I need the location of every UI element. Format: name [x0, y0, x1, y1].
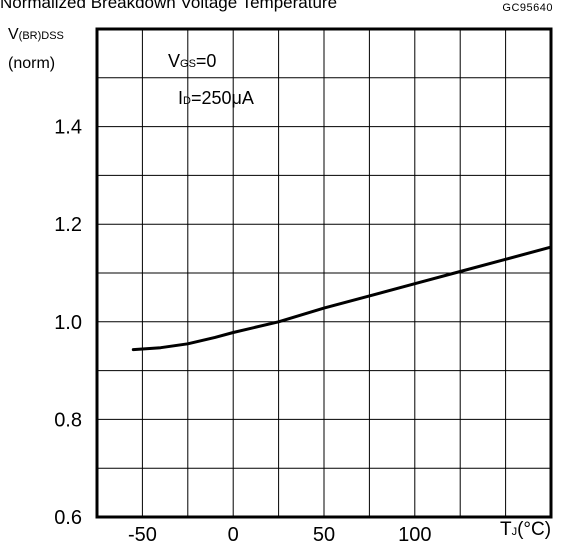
tick-labels: 0.6 0.8 1.0 1.2 1.4 -50 0 50 100	[54, 117, 431, 546]
chart-title: Normalized Breakdown Voltage Temperature	[0, 0, 338, 12]
x-axis-label: TJ(°C)	[500, 519, 551, 541]
y-tick-label: 1.2	[54, 214, 82, 236]
annotation-id-sub: D	[183, 95, 191, 107]
x-tick-label: -50	[128, 524, 157, 546]
annotation-vgs-main: V	[168, 51, 181, 71]
grid	[97, 29, 551, 517]
y-tick-label: 1.4	[54, 117, 82, 139]
x-tick-label: 0	[228, 524, 239, 546]
x-axis-label-sub: J	[511, 526, 518, 538]
y-axis-label-main: V	[8, 26, 19, 43]
x-tick-label: 50	[313, 524, 335, 546]
x-axis-label-main: T	[500, 519, 512, 540]
annotation-id-main: I	[178, 88, 184, 108]
x-tick-label: 100	[398, 524, 431, 546]
y-axis-label-sub: (BR)DSS	[18, 30, 64, 42]
y-tick-label: 0.6	[54, 507, 82, 529]
annotation-id: ID=250μA	[178, 88, 254, 109]
annotation-vgs-rest: =0	[195, 51, 217, 71]
y-axis-label-line2: (norm)	[8, 55, 56, 72]
annotation-id-rest: =250μA	[190, 88, 254, 108]
y-tick-label: 1.0	[54, 312, 82, 334]
plot-frame	[95, 27, 553, 519]
figure-code: GC95640	[502, 2, 553, 14]
y-tick-label: 0.8	[54, 409, 82, 431]
y-axis-label: V(BR)DSS	[8, 26, 64, 44]
x-axis-label-unit: (°C)	[517, 519, 552, 540]
series-line-0	[131, 245, 553, 352]
series-lines	[131, 245, 553, 352]
